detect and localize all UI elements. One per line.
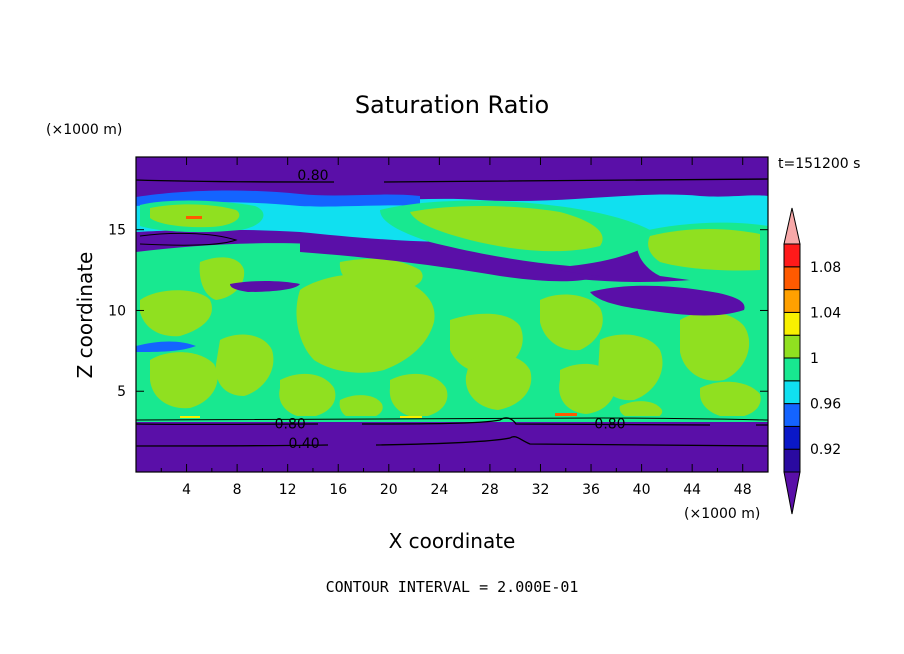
x-tick-label: 16 (329, 482, 347, 498)
region-left-purple-streak (230, 281, 300, 292)
x-tick-label: 4 (182, 482, 191, 498)
colorbar-under-triangle (783, 471, 801, 515)
region-blue-streak-1 (136, 341, 196, 352)
contour-line-080-top (136, 178, 768, 183)
contour-field (136, 157, 768, 472)
contour-label: 0.80 (275, 417, 306, 433)
y-unit-label: (×1000 m) (46, 122, 122, 138)
time-label: t=151200 s (778, 156, 860, 172)
x-axis: 4 8 12 16 20 24 28 32 36 40 44 48 (160, 157, 752, 498)
colorbar: 0.92 0.96 1 1.04 1.08 (783, 207, 841, 515)
x-tick-label: 12 (279, 482, 297, 498)
plot-frame (135, 156, 769, 473)
colorbar-over-triangle (783, 207, 801, 245)
x-tick-label: 40 (633, 482, 651, 498)
colorbar-segment (783, 448, 801, 473)
region-low-orange-1 (555, 413, 577, 416)
x-tick-label: 48 (734, 482, 752, 498)
y-axis: 5 10 15 (108, 223, 768, 400)
colorbar-label: 1.08 (810, 260, 841, 276)
region-low-yellow-2 (180, 416, 200, 418)
contour-label: 0.80 (297, 168, 328, 184)
y-tick-label: 10 (108, 303, 126, 319)
contour-label: 0.40 (289, 436, 320, 452)
x-tick-label: 8 (233, 482, 242, 498)
colorbar-segment (783, 289, 801, 313)
contour-label-group: 0.80 0.80 0.40 0.80 (275, 168, 626, 452)
x-tick-label: 36 (582, 482, 600, 498)
colorbar-segment (783, 266, 801, 291)
x-tick-label: 20 (380, 482, 398, 498)
contour-interval-footer: CONTOUR INTERVAL = 2.000E-01 (326, 578, 579, 596)
colorbar-label: 0.92 (810, 442, 841, 458)
region-upper-lime-right (648, 229, 760, 271)
region-upper-lime-left (150, 204, 240, 228)
contour-line-080-lower (136, 417, 768, 426)
colorbar-segment (783, 243, 801, 268)
colorbar-label: 1.04 (810, 305, 841, 321)
region-right-purple-patch (590, 285, 745, 316)
chart-title: Saturation Ratio (355, 91, 549, 119)
region-upper-lime-center (410, 206, 603, 252)
region-low-yellow-1 (400, 416, 422, 418)
contour-line-040 (136, 436, 768, 447)
colorbar-segment (783, 403, 801, 427)
region-upper-orange (186, 216, 202, 219)
region-upper-blue (136, 190, 420, 207)
x-tick-label: 32 (532, 482, 550, 498)
colorbar-segment (783, 425, 801, 450)
colorbar-label: 0.96 (810, 397, 841, 413)
x-tick-label: 44 (683, 482, 701, 498)
contour-label: 0.80 (594, 417, 625, 433)
colorbar-label: 1 (810, 351, 819, 367)
region-upper-purple-streak (300, 238, 600, 282)
y-tick-label: 15 (108, 223, 126, 239)
colorbar-segment (783, 334, 801, 359)
colorbar-segment (783, 357, 801, 382)
contour-lines (136, 178, 768, 447)
contour-line-upper-left (139, 232, 238, 246)
lime-cells (140, 257, 761, 420)
contour-line-boundary-top (136, 417, 768, 421)
y-tick-label: 5 (117, 384, 126, 400)
x-tick-label: 24 (430, 482, 448, 498)
colorbar-segment (783, 380, 801, 405)
y-axis-label: Z coordinate (73, 252, 97, 379)
colorbar-segment (783, 311, 801, 336)
x-unit-label: (×1000 m) (684, 506, 760, 522)
x-tick-label: 28 (481, 482, 499, 498)
x-axis-label: X coordinate (389, 529, 516, 553)
